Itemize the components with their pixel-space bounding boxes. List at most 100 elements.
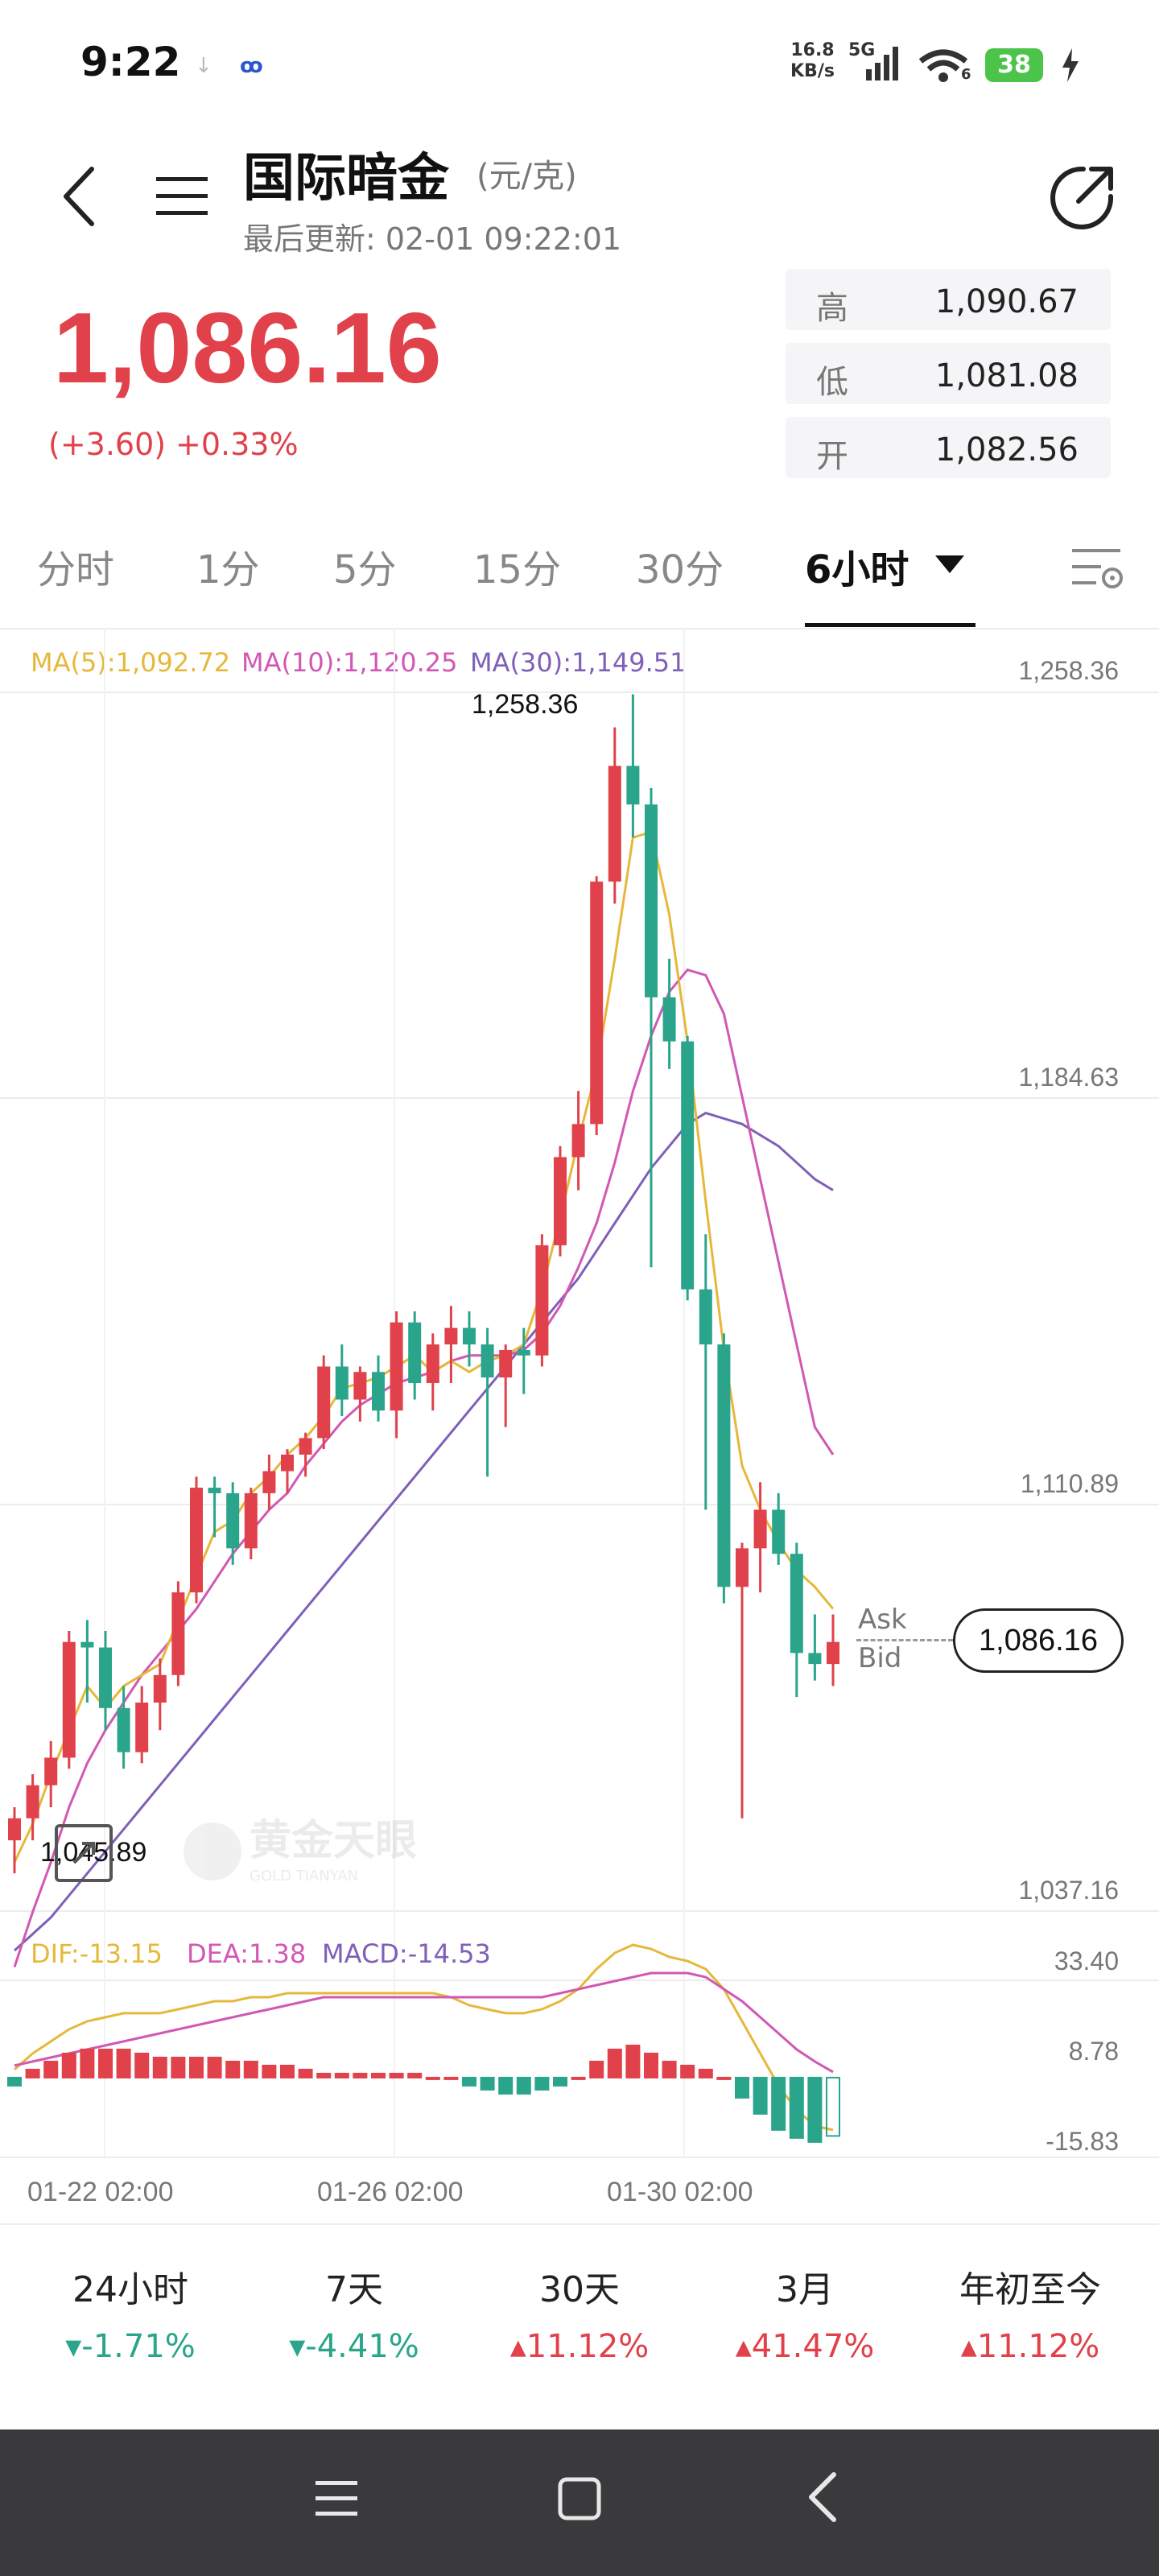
max-price-label: 1,258.36: [472, 689, 579, 720]
charging-icon: [1062, 48, 1079, 82]
ma-lines: [13, 830, 835, 1967]
macd-bar: [98, 2048, 113, 2079]
low-value: 1,081.08: [934, 357, 1079, 394]
system-nav-bar: [0, 2429, 1159, 2576]
price-line: [856, 1639, 953, 1641]
bid-label: Bid: [858, 1642, 902, 1674]
back-icon[interactable]: [56, 164, 105, 229]
tab-1min[interactable]: 1分: [196, 547, 260, 592]
macd-bar: [826, 2076, 840, 2137]
active-tab-indicator: [805, 623, 975, 627]
chevron-down-icon[interactable]: [932, 552, 967, 576]
candle-body: [481, 1344, 494, 1378]
tab-30min[interactable]: 30分: [636, 547, 724, 592]
home-icon[interactable]: [555, 2473, 604, 2524]
status-notification-icons: ↓ ꝏ: [192, 48, 280, 84]
menu-icon[interactable]: [153, 172, 211, 221]
tab-timeshare[interactable]: 分时: [37, 547, 115, 592]
net-speed: 16.8 KB/s: [790, 40, 835, 82]
candle-body: [608, 766, 621, 882]
candle-body: [444, 1327, 458, 1345]
watermark-text: 黄金天眼: [250, 1817, 417, 1865]
candle-body: [590, 881, 604, 1125]
macd-bar: [171, 2056, 186, 2079]
x-tick: 01-30 02:00: [607, 2177, 753, 2207]
macd-bar: [680, 2064, 695, 2079]
stat-30d-value: ▴11.12%: [483, 2328, 676, 2365]
back-nav-icon[interactable]: [803, 2470, 843, 2526]
macd-bar: [152, 2056, 167, 2079]
candle-body: [226, 1492, 240, 1549]
stat-24h-value: ▾-1.71%: [34, 2328, 227, 2365]
macd-bar: [425, 2076, 440, 2080]
price-change-pct: +0.33%: [175, 427, 299, 462]
macd-bar: [225, 2060, 241, 2079]
macd-bar: [753, 2076, 768, 2115]
macd-bar: [316, 2072, 332, 2079]
macd-bar: [262, 2064, 277, 2079]
tab-15min[interactable]: 15分: [473, 547, 562, 592]
ma5-line: [13, 830, 835, 1864]
dif-legend: DIF:-13.15: [31, 1938, 163, 1969]
macd-tick: 33.40: [1054, 1946, 1119, 1975]
low-box: 低 1,081.08: [786, 343, 1111, 404]
tab-6hour[interactable]: 6小时: [805, 547, 909, 592]
battery-icon: 38: [985, 48, 1043, 82]
candle-body: [372, 1372, 385, 1411]
macd-bar: [7, 2076, 22, 2087]
chart-settings-icon[interactable]: [1069, 544, 1127, 592]
stat-30d-number: 11.12%: [526, 2328, 650, 2365]
candle-body: [426, 1344, 439, 1384]
macd-bar: [625, 2044, 641, 2079]
macd-bar: [662, 2060, 677, 2079]
stat-7d-label[interactable]: 7天: [325, 2269, 383, 2310]
macd-bar: [407, 2072, 423, 2079]
candle-body: [535, 1245, 549, 1356]
stat-24h-label[interactable]: 24小时: [72, 2269, 188, 2310]
wifi-icon: [918, 49, 968, 82]
high-value: 1,090.67: [934, 283, 1079, 320]
candle-body: [463, 1327, 476, 1345]
watermark: 黄金天眼 GOLD TIANYAN: [184, 1817, 417, 1885]
y-tick: 1,258.36: [1018, 656, 1119, 685]
candlestick-chart[interactable]: 黄金天眼 GOLD TIANYAN: [0, 628, 1159, 2190]
macd-bar: [462, 2076, 476, 2087]
macd-legend: MACD:-14.53: [322, 1938, 491, 1969]
candle-body: [408, 1322, 422, 1384]
macd-bar: [553, 2076, 567, 2087]
battery-level: 38: [997, 51, 1031, 79]
ma5-legend: MA(5):1,092.72: [31, 647, 231, 678]
macd-bars: [7, 2044, 840, 2143]
tab-5min[interactable]: 5分: [333, 547, 397, 592]
stat-3m-value: ▴41.47%: [708, 2328, 901, 2365]
recent-apps-icon[interactable]: [312, 2475, 361, 2523]
macd-bar: [771, 2076, 786, 2131]
stat-3m-label[interactable]: 3月: [776, 2269, 834, 2310]
macd-bar: [25, 2068, 40, 2079]
candle-body: [317, 1366, 331, 1439]
share-icon[interactable]: [1046, 161, 1119, 233]
open-label: 开: [816, 438, 848, 475]
candle-body: [772, 1509, 786, 1554]
macd-bar: [116, 2048, 131, 2079]
candle-body: [26, 1785, 39, 1818]
stat-ytd-label[interactable]: 年初至今: [959, 2269, 1101, 2310]
macd-bar: [735, 2076, 749, 2099]
macd-bar: [716, 2076, 732, 2080]
macd-bar: [243, 2060, 258, 2079]
macd-bar: [498, 2076, 514, 2095]
macd-bar: [134, 2052, 150, 2079]
stat-30d-label[interactable]: 30天: [539, 2269, 620, 2310]
expand-icon[interactable]: [53, 1823, 114, 1884]
candle-body: [790, 1554, 803, 1653]
macd-bar: [207, 2056, 222, 2079]
candle-body: [135, 1703, 149, 1752]
candle-body: [299, 1438, 312, 1455]
candle-body: [208, 1488, 221, 1493]
last-updated: 最后更新: 02-01 09:22:01: [243, 221, 622, 257]
y-tick: 1,110.89: [1020, 1469, 1119, 1498]
tabs-divider: [0, 628, 1159, 630]
ma30-legend: MA(30):1,149.51: [470, 647, 687, 678]
candle-body: [554, 1157, 567, 1245]
stat-7d-number: -4.41%: [305, 2328, 419, 2365]
